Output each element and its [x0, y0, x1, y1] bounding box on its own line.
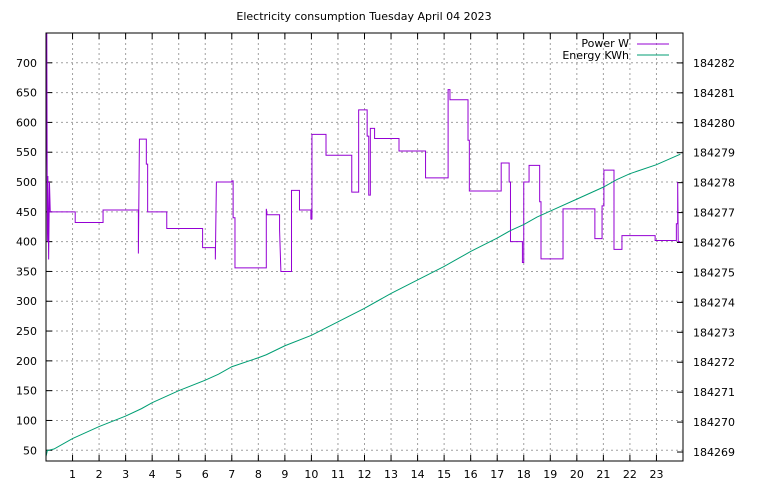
x-tick-label: 17 [490, 468, 504, 481]
y2-tick-label: 184270 [693, 416, 735, 429]
x-tick-label: 2 [96, 468, 103, 481]
x-tick-label: 1 [69, 468, 76, 481]
x-tick-label: 13 [384, 468, 398, 481]
x-ticks: 1 2 3 4 5 6 7 8 9 10 11 12 13 14 15 16 17 18 19 20 21 22 23 [69, 33, 663, 481]
y2-tick-label: 184278 [693, 177, 735, 190]
x-tick-label: 6 [202, 468, 209, 481]
y2-tick-label: 184272 [693, 356, 735, 369]
power-series-line [45, 32, 681, 272]
y-tick-label: 500 [16, 176, 37, 189]
y-tick-label: 100 [16, 414, 37, 427]
y2-tick-label: 184276 [693, 237, 735, 250]
x-tick-label: 9 [281, 468, 288, 481]
y2-tick-label: 184273 [693, 326, 735, 339]
x-tick-label: 7 [228, 468, 235, 481]
y-tick-label: 250 [16, 325, 37, 338]
x-tick-label: 11 [331, 468, 345, 481]
y-tick-label: 50 [23, 444, 37, 457]
plot-border [45, 32, 684, 462]
x-tick-label: 14 [411, 468, 425, 481]
y-tick-label: 350 [16, 265, 37, 278]
x-tick-label: 3 [122, 468, 129, 481]
y2-tick-label: 184271 [693, 386, 735, 399]
y-tick-label: 550 [16, 146, 37, 159]
grid [46, 33, 683, 461]
y2-tick-label: 184281 [693, 87, 735, 100]
x-tick-label: 19 [543, 468, 557, 481]
x-tick-label: 4 [149, 468, 156, 481]
y-tick-label: 150 [16, 385, 37, 398]
x-tick-label: 22 [623, 468, 637, 481]
x-tick-label: 20 [570, 468, 584, 481]
x-tick-label: 16 [464, 468, 478, 481]
energy-series-line [45, 153, 681, 457]
y-tick-label: 600 [16, 116, 37, 129]
y-ticks: 50 100 150 200 250 300 350 400 450 500 550 600 650 70… [16, 57, 52, 457]
x-tick-label: 10 [304, 468, 318, 481]
x-tick-label: 21 [596, 468, 610, 481]
legend-label-energy: Energy KWh [562, 49, 629, 62]
x-tick-label: 12 [358, 468, 372, 481]
y-tick-label: 650 [16, 87, 37, 100]
series-group [45, 32, 681, 457]
legend-label-power: Power W [581, 37, 629, 50]
x-tick-label: 23 [649, 468, 663, 481]
y2-tick-label: 184277 [693, 207, 735, 220]
y2-ticks: 184269 184270 184271 184272 184273 184274 1842… [677, 57, 735, 459]
y-tick-label: 300 [16, 295, 37, 308]
y2-tick-label: 184269 [693, 446, 735, 459]
y-tick-label: 700 [16, 57, 37, 70]
y2-tick-label: 184274 [693, 296, 735, 309]
y-tick-label: 400 [16, 236, 37, 249]
x-tick-label: 8 [255, 468, 262, 481]
x-tick-label: 18 [517, 468, 531, 481]
x-tick-label: 5 [175, 468, 182, 481]
y2-tick-label: 184282 [693, 57, 735, 70]
x-tick-label: 15 [437, 468, 451, 481]
y2-tick-label: 184279 [693, 147, 735, 160]
y-tick-label: 450 [16, 206, 37, 219]
y-tick-label: 200 [16, 355, 37, 368]
y2-tick-label: 184280 [693, 117, 735, 130]
chart-title: Electricity consumption Tuesday April 04… [236, 10, 491, 23]
legend: Power W Energy KWh [562, 37, 669, 62]
y2-tick-label: 184275 [693, 266, 735, 279]
